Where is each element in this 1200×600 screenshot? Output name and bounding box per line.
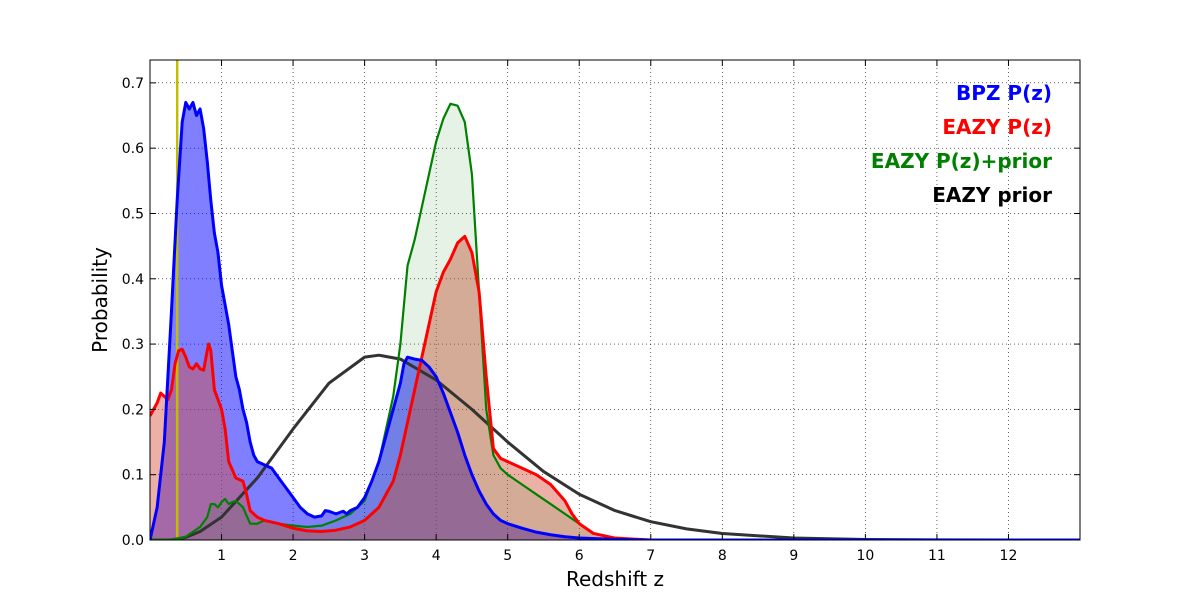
x-tick-label: 4 xyxy=(432,548,441,564)
legend-entry-eazy-p-z-prior: EAZY P(z)+prior xyxy=(871,149,1052,173)
x-tick-label: 5 xyxy=(503,548,512,564)
y-tick-label: 0.6 xyxy=(122,141,144,157)
eazy-p-z-line xyxy=(150,234,1080,540)
x-tick-label: 12 xyxy=(1000,548,1018,564)
y-axis-title: Probability xyxy=(88,247,112,353)
bpz-p-z-line xyxy=(150,100,1080,540)
bpz-p-z-fill xyxy=(150,102,1080,540)
y-tick-label: 0.0 xyxy=(122,533,144,549)
x-axis-title: Redshift z xyxy=(566,567,664,591)
x-tick-label: 10 xyxy=(856,548,874,564)
x-tick-label: 3 xyxy=(360,548,369,564)
legend-entry-eazy-p-z: EAZY P(z) xyxy=(942,115,1052,139)
x-tick-label: 11 xyxy=(928,548,946,564)
y-tick-label: 0.7 xyxy=(122,76,144,92)
legend: BPZ P(z) EAZY P(z) EAZY P(z)+prior EAZY pri… xyxy=(871,81,1052,207)
y-tick-label: 0.4 xyxy=(122,272,144,288)
x-tick-label: 6 xyxy=(575,548,584,564)
x-tick-label: 8 xyxy=(718,548,727,564)
y-tick-label: 0.2 xyxy=(122,402,144,418)
legend-entry-bpz-p-z: BPZ P(z) xyxy=(956,81,1052,105)
x-tick-label: 1 xyxy=(217,548,226,564)
y-tick-label: 0.3 xyxy=(122,337,144,353)
plot-frame xyxy=(149,59,1081,541)
y-tick-label: 0.1 xyxy=(122,468,144,484)
plot-background xyxy=(150,60,1080,540)
x-tick-label: 7 xyxy=(646,548,655,564)
grid-lines xyxy=(150,60,1080,540)
legend-entry-eazy-prior: EAZY prior xyxy=(932,183,1052,207)
eazy-p-z-prior-line xyxy=(150,102,1080,540)
y-tick-label: 0.5 xyxy=(122,206,144,222)
axis-ticks: 1 2 3 4 5 6 7 8 9 10 11 120.00.10.20.30.40.50.60.7 xyxy=(122,60,1080,564)
x-tick-label: 2 xyxy=(289,548,298,564)
x-tick-label: 9 xyxy=(789,548,798,564)
